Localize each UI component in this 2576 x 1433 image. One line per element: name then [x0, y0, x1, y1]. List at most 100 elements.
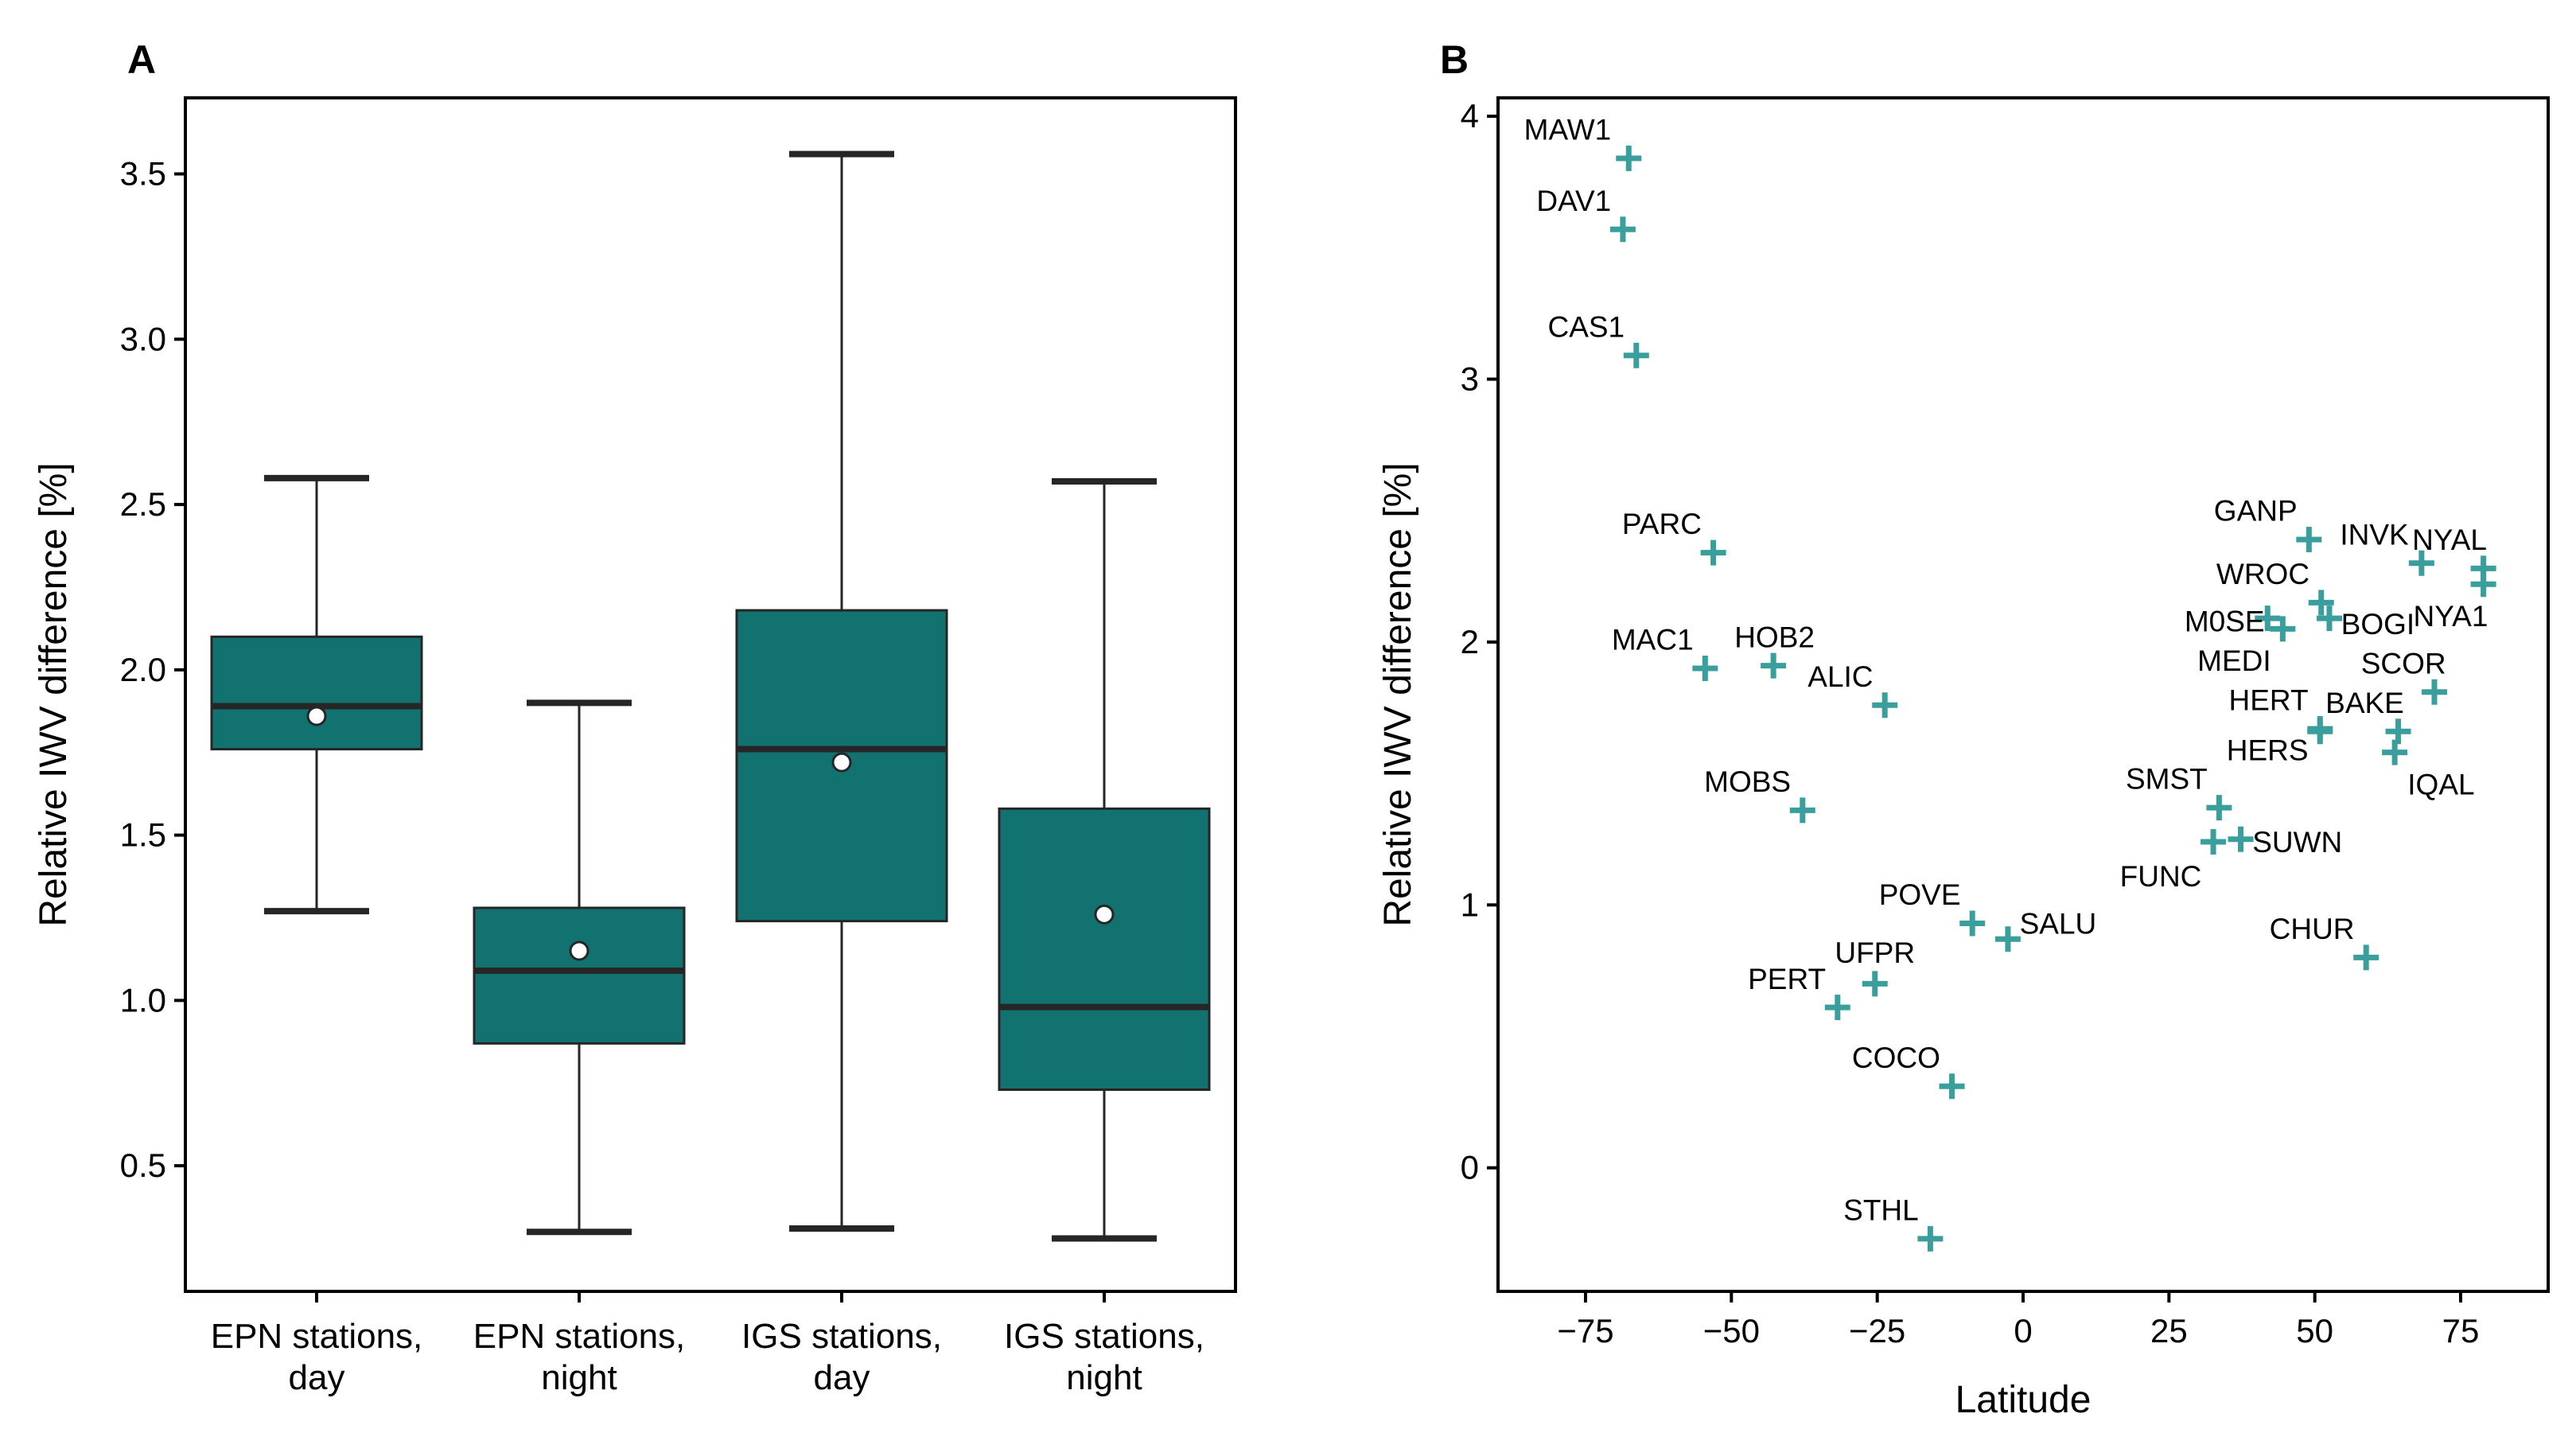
station-point: PERT: [1748, 963, 1850, 1021]
box-mean-marker: [831, 752, 852, 773]
box-3: [735, 150, 948, 1232]
station-point: BAKE: [2325, 687, 2411, 745]
plus-marker: [1623, 342, 1649, 368]
station-point: MAC1: [1612, 624, 1718, 681]
station-point: SMST: [2126, 763, 2232, 821]
station-label: NYAL: [2412, 524, 2487, 556]
panel-b-y-ticks: 0 1 2 3 4: [1461, 97, 1498, 1186]
station-label: WROC: [2216, 558, 2309, 590]
station-point: COCO: [1852, 1042, 1965, 1100]
station-point: UFPR: [1835, 937, 1915, 997]
plus-marker: [1824, 995, 1850, 1021]
panel-a-category-label: day: [289, 1358, 345, 1397]
panel-a-frame: [184, 96, 1237, 1293]
station-point: NYAL: [2412, 524, 2496, 582]
station-label: HERT: [2229, 684, 2309, 717]
plus-marker: [2200, 829, 2227, 855]
plus-marker: [2206, 795, 2232, 821]
box-2: [473, 699, 686, 1236]
panel-a-category-label: IGS stations,: [741, 1317, 942, 1356]
panel-b-y-tick-label: 1: [1461, 886, 1479, 923]
plus-marker: [1917, 1225, 1944, 1252]
plus-marker: [2255, 606, 2281, 632]
plus-marker: [1789, 797, 1815, 824]
plus-marker: [1939, 1073, 1965, 1100]
station-point: IQAL: [2382, 739, 2475, 800]
plus-marker: [1761, 652, 1787, 679]
station-label: ALIC: [1807, 660, 1873, 693]
plus-marker: [1609, 216, 1636, 243]
panel-b-x-axis-title: Latitude: [1955, 1379, 2092, 1421]
station-label: STHL: [1843, 1194, 1919, 1227]
panel-a-y-tick-label: 2.5: [120, 485, 166, 523]
station-label: MOBS: [1704, 765, 1791, 798]
box-iqr: [210, 635, 423, 751]
box-iqr: [998, 807, 1211, 1092]
panel-b-y-tick-label: 2: [1461, 623, 1479, 660]
panel-a-y-tick-label: 2.0: [120, 651, 166, 688]
station-point: MEDI: [2197, 616, 2296, 677]
station-label: UFPR: [1835, 937, 1915, 969]
box-iqr: [473, 906, 686, 1045]
plus-marker: [1959, 910, 1986, 937]
panel-b-points: MAW1 DAV1 CAS1 PARC MAC1 HOB2 ALIC MOBS POVE SALU…: [1524, 114, 2496, 1252]
panel-b-frame: [1496, 96, 2550, 1293]
plus-marker: [1692, 655, 1718, 681]
station-label: MAC1: [1612, 624, 1694, 656]
panel-b-x-tick-label: −25: [1849, 1312, 1905, 1349]
panel-a-letter: A: [127, 37, 156, 82]
station-point: HOB2: [1734, 621, 1815, 679]
station-point: SALU: [1994, 907, 2096, 952]
panel-b-y-tick-label: 3: [1461, 360, 1479, 398]
panel-b-x-ticks: −75 −50 −25 0 25 50 75: [1557, 1291, 2479, 1349]
panel-b-x-tick-label: 25: [2150, 1312, 2188, 1349]
panel-a-y-tick-label: 1.0: [120, 981, 166, 1018]
plus-marker: [2228, 826, 2254, 852]
panel-b-scatter: B 0 1 2 3 4 −75 −50 −25 0 25 50 75 MAW1 DAV1 CAS1 PAR…: [1377, 37, 2550, 1421]
panel-b-x-tick-label: 50: [2296, 1312, 2333, 1349]
panel-b-y-axis-title: Relative IWV difference [%]: [1377, 462, 1419, 926]
station-label: BAKE: [2325, 687, 2404, 719]
panel-a-category-label: night: [541, 1358, 617, 1397]
station-point: NYA1: [2414, 571, 2496, 633]
station-point: GANP: [2214, 495, 2322, 553]
station-point: ALIC: [1807, 660, 1898, 718]
plus-marker: [2422, 679, 2447, 705]
station-label: DAV1: [1536, 185, 1611, 217]
station-label: PERT: [1748, 963, 1826, 995]
station-label: INVK: [2340, 518, 2409, 551]
panel-a-boxes: [210, 150, 1211, 1242]
box-mean-marker: [306, 706, 327, 726]
station-point: STHL: [1843, 1194, 1944, 1252]
panel-a-y-tick-label: 3.5: [120, 155, 166, 193]
plus-marker: [1616, 145, 1642, 171]
panel-a-category-label: night: [1066, 1358, 1142, 1397]
panel-a-boxplot: A 0.51.01.52.02.53.03.5 EPN stations,day…: [33, 37, 1237, 1397]
station-point: CAS1: [1547, 310, 1649, 368]
panel-b-x-tick-label: 75: [2442, 1312, 2480, 1349]
plus-marker: [1862, 971, 1888, 997]
plus-marker: [2308, 590, 2334, 616]
station-point: POVE: [1879, 878, 1986, 937]
box-4: [998, 477, 1211, 1242]
plus-marker: [2470, 571, 2496, 598]
box-1: [210, 474, 423, 915]
station-point: MAW1: [1524, 114, 1642, 171]
station-label: M0SE: [2185, 605, 2265, 637]
station-label: COCO: [1852, 1042, 1940, 1074]
panel-b-letter: B: [1440, 37, 1469, 82]
panel-a-category-label: EPN stations,: [211, 1317, 423, 1356]
plus-marker: [2317, 606, 2342, 632]
station-label: PARC: [1622, 508, 1702, 540]
panel-b-x-tick-label: −50: [1703, 1312, 1760, 1349]
station-point: WROC: [2216, 558, 2334, 616]
station-point: HERS: [2227, 718, 2333, 766]
station-label: POVE: [1879, 878, 1961, 911]
panel-a-y-tick-label: 0.5: [120, 1147, 166, 1184]
station-point: BOGI: [2317, 606, 2415, 641]
station-point: INVK: [2340, 518, 2434, 576]
plus-marker: [2385, 718, 2411, 745]
